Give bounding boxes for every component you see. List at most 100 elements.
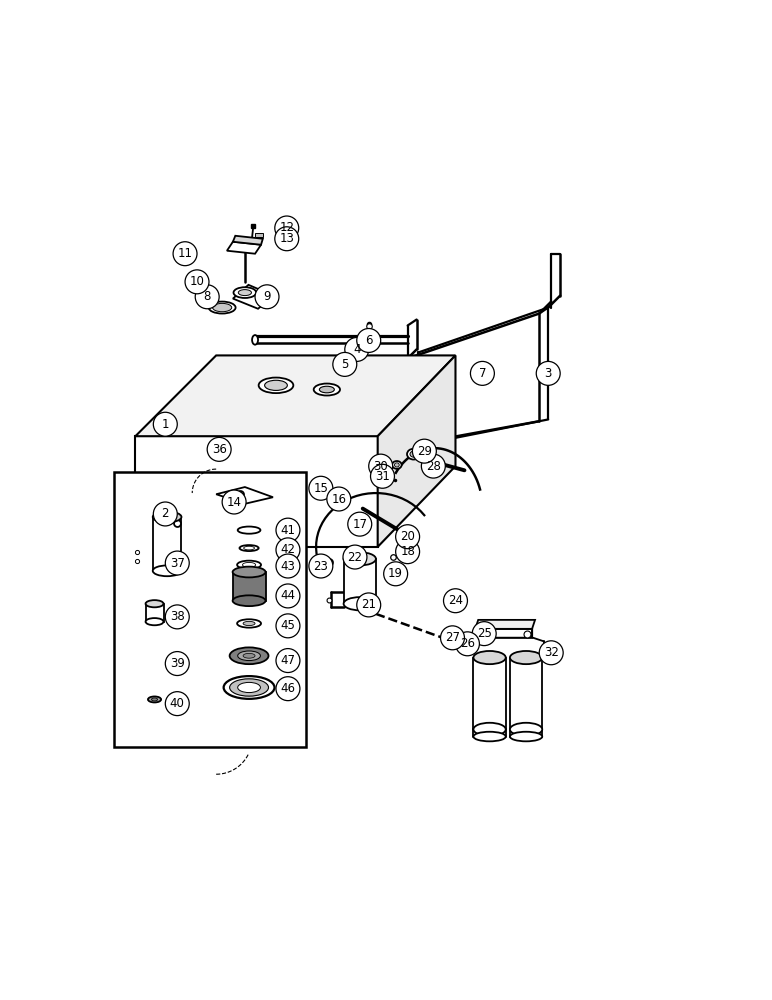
Text: 44: 44 — [280, 589, 296, 602]
Text: 23: 23 — [313, 560, 328, 573]
Text: 1: 1 — [161, 418, 169, 431]
Text: 40: 40 — [170, 697, 185, 710]
Text: 25: 25 — [477, 627, 492, 640]
Ellipse shape — [348, 552, 359, 559]
Ellipse shape — [239, 290, 252, 296]
Circle shape — [396, 540, 420, 564]
Ellipse shape — [233, 287, 256, 298]
Ellipse shape — [224, 676, 275, 699]
Circle shape — [275, 227, 299, 251]
Text: 26: 26 — [460, 637, 475, 650]
Circle shape — [276, 584, 300, 608]
Text: 24: 24 — [448, 594, 463, 607]
Text: 38: 38 — [170, 610, 185, 623]
Text: 36: 36 — [212, 443, 227, 456]
Ellipse shape — [313, 384, 340, 396]
Ellipse shape — [320, 386, 334, 393]
Ellipse shape — [473, 723, 506, 736]
Polygon shape — [135, 355, 455, 436]
Ellipse shape — [232, 595, 266, 606]
Polygon shape — [135, 436, 378, 547]
Circle shape — [154, 412, 178, 436]
Ellipse shape — [146, 600, 164, 607]
Circle shape — [165, 692, 189, 716]
Text: 5: 5 — [341, 358, 348, 371]
Polygon shape — [472, 629, 532, 638]
Circle shape — [222, 490, 246, 514]
Ellipse shape — [510, 651, 542, 664]
Circle shape — [371, 464, 394, 488]
Polygon shape — [153, 517, 181, 571]
Text: 45: 45 — [280, 619, 296, 632]
Ellipse shape — [392, 461, 401, 469]
Text: 46: 46 — [280, 682, 296, 695]
Ellipse shape — [153, 512, 181, 522]
Circle shape — [207, 437, 231, 461]
Polygon shape — [227, 242, 261, 254]
Polygon shape — [232, 572, 266, 601]
Ellipse shape — [229, 647, 269, 664]
Ellipse shape — [243, 621, 255, 626]
Circle shape — [343, 545, 367, 569]
Circle shape — [276, 538, 300, 562]
Circle shape — [276, 677, 300, 701]
Text: 20: 20 — [400, 530, 415, 543]
Polygon shape — [476, 620, 535, 629]
Text: 13: 13 — [279, 232, 294, 245]
Circle shape — [422, 454, 445, 478]
Ellipse shape — [237, 619, 261, 628]
Text: 43: 43 — [280, 560, 296, 573]
Circle shape — [443, 589, 468, 613]
Circle shape — [540, 641, 564, 665]
Circle shape — [369, 454, 393, 478]
Polygon shape — [233, 236, 262, 245]
Circle shape — [276, 554, 300, 578]
Text: 47: 47 — [280, 654, 296, 667]
Text: 32: 32 — [543, 646, 559, 659]
Text: 39: 39 — [170, 657, 185, 670]
Text: 19: 19 — [388, 567, 403, 580]
Ellipse shape — [265, 380, 287, 390]
Circle shape — [455, 632, 479, 656]
Ellipse shape — [344, 552, 376, 565]
Ellipse shape — [470, 635, 477, 641]
Text: 16: 16 — [331, 493, 347, 506]
Polygon shape — [344, 559, 376, 604]
Circle shape — [537, 361, 560, 385]
Ellipse shape — [344, 597, 376, 610]
Ellipse shape — [410, 451, 417, 457]
Ellipse shape — [394, 463, 399, 467]
Circle shape — [276, 649, 300, 673]
Circle shape — [357, 593, 381, 617]
Circle shape — [276, 518, 300, 542]
Bar — [255, 233, 262, 237]
Text: 3: 3 — [544, 367, 552, 380]
Ellipse shape — [232, 567, 266, 577]
Ellipse shape — [510, 723, 542, 736]
Text: 12: 12 — [279, 221, 294, 234]
Polygon shape — [233, 285, 273, 309]
Text: 6: 6 — [365, 334, 372, 347]
Ellipse shape — [473, 651, 506, 664]
Circle shape — [345, 337, 369, 361]
Text: 42: 42 — [280, 543, 296, 556]
Ellipse shape — [473, 732, 506, 741]
Circle shape — [195, 285, 219, 309]
Ellipse shape — [238, 651, 260, 661]
Text: 9: 9 — [263, 290, 271, 303]
Text: 14: 14 — [227, 496, 242, 509]
Text: 21: 21 — [361, 598, 376, 611]
Text: 41: 41 — [280, 524, 296, 537]
Circle shape — [185, 270, 209, 294]
Circle shape — [396, 525, 420, 549]
Ellipse shape — [510, 732, 542, 741]
Text: 11: 11 — [178, 247, 192, 260]
Circle shape — [165, 605, 189, 629]
Ellipse shape — [259, 378, 293, 393]
Circle shape — [309, 554, 333, 578]
Circle shape — [255, 285, 279, 309]
Ellipse shape — [238, 682, 260, 693]
Text: 4: 4 — [353, 343, 361, 356]
Polygon shape — [473, 658, 506, 729]
Circle shape — [327, 487, 350, 511]
